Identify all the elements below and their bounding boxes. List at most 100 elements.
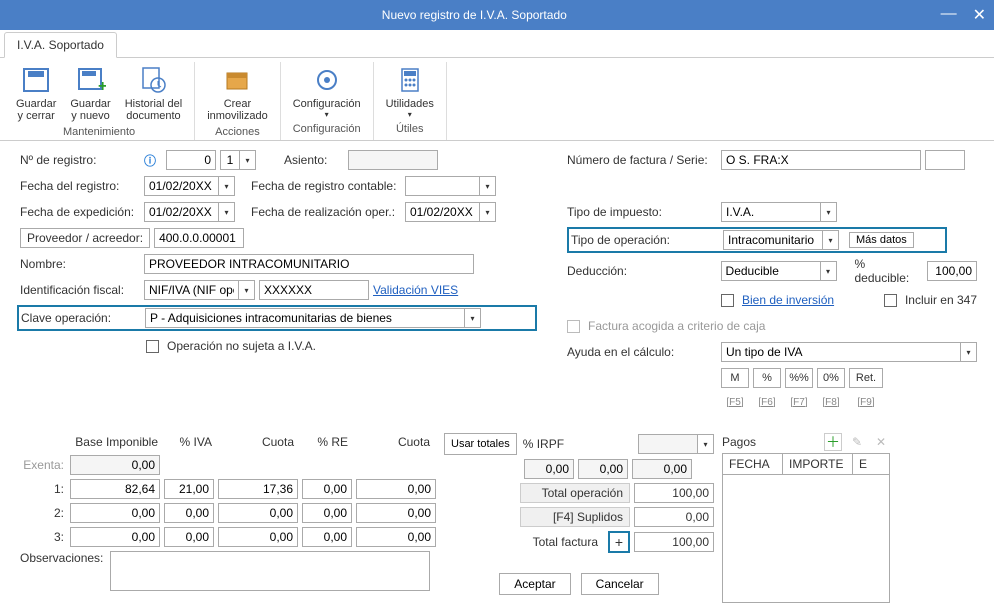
fecha-expedicion-input[interactable] <box>144 202 219 222</box>
guardar-cerrar-button[interactable]: Guardar y cerrar <box>10 62 62 124</box>
chevron-down-icon[interactable]: ▾ <box>480 202 496 222</box>
num-factura-label: Número de factura / Serie: <box>567 153 717 167</box>
irpf-select[interactable] <box>638 434 698 454</box>
r3-cuota[interactable] <box>218 527 298 547</box>
observaciones-input[interactable] <box>110 551 430 591</box>
r2-base[interactable] <box>70 503 160 523</box>
cancelar-button[interactable]: Cancelar <box>581 573 659 595</box>
minimize-icon[interactable]: — <box>941 5 957 25</box>
proveedor-button[interactable]: Proveedor / acreedor: <box>20 228 150 248</box>
n-registro-input[interactable] <box>166 150 216 170</box>
r1-iva[interactable] <box>164 479 214 499</box>
tab-strip: I.V.A. Soportado <box>0 30 994 58</box>
num-factura-serie-input[interactable] <box>925 150 965 170</box>
calc-ret-button[interactable]: Ret. <box>849 368 883 388</box>
info-icon[interactable]: ⓘ <box>144 152 156 169</box>
pct-deducible-input[interactable] <box>927 261 977 281</box>
crear-inmovilizado-button[interactable]: Crear inmovilizado <box>201 62 274 124</box>
configuracion-button[interactable]: Configuración ▾ <box>287 62 367 121</box>
calc-zero-button[interactable]: 0% <box>817 368 845 388</box>
mas-datos-button[interactable]: Más datos <box>849 232 914 248</box>
r1-cuota[interactable] <box>218 479 298 499</box>
chevron-down-icon[interactable]: ▾ <box>239 280 255 300</box>
r3-re[interactable] <box>302 527 352 547</box>
nombre-input[interactable] <box>144 254 474 274</box>
calc-m-button[interactable]: M <box>721 368 749 388</box>
observaciones-label: Observaciones: <box>20 551 110 565</box>
fecha-reg-contable-input[interactable] <box>405 176 480 196</box>
chevron-down-icon[interactable]: ▾ <box>480 176 496 196</box>
chevron-down-icon[interactable]: ▾ <box>219 202 235 222</box>
utilidades-button[interactable]: Utilidades ▾ <box>380 62 440 121</box>
delete-pago-icon[interactable]: ✕ <box>872 433 890 451</box>
r3-iva[interactable] <box>164 527 214 547</box>
calc-pctpct-button[interactable]: %% <box>785 368 813 388</box>
tipo-operacion-select[interactable] <box>723 230 823 250</box>
total-factura-label: Total factura <box>494 535 604 549</box>
chevron-down-icon[interactable]: ▾ <box>961 342 977 362</box>
num-factura-input[interactable] <box>721 150 921 170</box>
total-factura-plus-button[interactable]: + <box>608 531 630 553</box>
r1-re[interactable] <box>302 479 352 499</box>
chevron-down-icon[interactable]: ▾ <box>465 308 481 328</box>
r3-cuota2[interactable] <box>356 527 436 547</box>
r2-cuota[interactable] <box>218 503 298 523</box>
pagos-label: Pagos <box>722 435 818 449</box>
usar-totales-button[interactable]: Usar totales <box>444 433 517 455</box>
r3-base[interactable] <box>70 527 160 547</box>
suplidos-value: 0,00 <box>634 507 714 527</box>
col-pct-iva: % IVA <box>162 433 216 451</box>
fecha-reg-contable-label: Fecha de registro contable: <box>251 179 401 193</box>
r2-iva[interactable] <box>164 503 214 523</box>
aceptar-button[interactable]: Aceptar <box>499 573 570 595</box>
chevron-down-icon[interactable]: ▾ <box>240 150 256 170</box>
ident-tipo-select[interactable] <box>144 280 239 300</box>
fecha-realizacion-input[interactable] <box>405 202 480 222</box>
chevron-down-icon[interactable]: ▾ <box>698 434 714 454</box>
f8-hint: [F8] <box>817 397 845 408</box>
bien-inversion-checkbox[interactable] <box>721 294 734 307</box>
validacion-vies-link[interactable]: Validación VIES <box>373 283 458 297</box>
ribbon-group-config: Configuración <box>293 123 361 135</box>
guardar-nuevo-button[interactable]: + Guardar y nuevo <box>64 62 116 124</box>
irpf-v1[interactable] <box>524 459 574 479</box>
r2-re[interactable] <box>302 503 352 523</box>
r1-base[interactable] <box>70 479 160 499</box>
chevron-down-icon[interactable]: ▾ <box>821 261 837 281</box>
save-new-icon: + <box>75 64 107 96</box>
chevron-down-icon[interactable]: ▾ <box>219 176 235 196</box>
tab-iva-soportado[interactable]: I.V.A. Soportado <box>4 32 117 58</box>
fecha-registro-input[interactable] <box>144 176 219 196</box>
exenta-input[interactable] <box>70 455 160 475</box>
historial-documento-button[interactable]: Historial del documento <box>119 62 188 124</box>
r2-cuota2[interactable] <box>356 503 436 523</box>
deduccion-select[interactable] <box>721 261 821 281</box>
op-no-sujeta-checkbox[interactable] <box>146 340 159 353</box>
factura-criterio-checkbox[interactable] <box>567 320 580 333</box>
calc-pct-button[interactable]: % <box>753 368 781 388</box>
r1-cuota2[interactable] <box>356 479 436 499</box>
irpf-v2[interactable] <box>578 459 628 479</box>
n-registro-serie-input[interactable] <box>220 150 240 170</box>
proveedor-input[interactable] <box>154 228 244 248</box>
box-icon <box>221 64 253 96</box>
tipo-operacion-label: Tipo de operación: <box>571 233 719 247</box>
chevron-down-icon[interactable]: ▾ <box>821 202 837 222</box>
irpf-v3[interactable] <box>632 459 692 479</box>
incluir-347-checkbox[interactable] <box>884 294 897 307</box>
bien-inversion-link[interactable]: Bien de inversión <box>742 293 834 307</box>
asiento-input[interactable] <box>348 150 438 170</box>
edit-pago-icon[interactable]: ✎ <box>848 433 866 451</box>
ayuda-calculo-label: Ayuda en el cálculo: <box>567 345 717 359</box>
ayuda-calculo-select[interactable] <box>721 342 961 362</box>
tipo-impuesto-select[interactable] <box>721 202 821 222</box>
clave-operacion-select[interactable] <box>145 308 465 328</box>
ribbon: Guardar y cerrar + Guardar y nuevo Histo… <box>0 58 994 141</box>
add-pago-icon[interactable]: ＋ <box>824 433 842 451</box>
svg-text:+: + <box>98 78 106 95</box>
ident-valor-input[interactable] <box>259 280 369 300</box>
close-icon[interactable]: ✕ <box>973 5 986 25</box>
chevron-down-icon[interactable]: ▾ <box>823 230 839 250</box>
calculator-icon <box>394 64 426 96</box>
pagos-grid[interactable]: FECHA IMPORTE E <box>722 453 890 603</box>
